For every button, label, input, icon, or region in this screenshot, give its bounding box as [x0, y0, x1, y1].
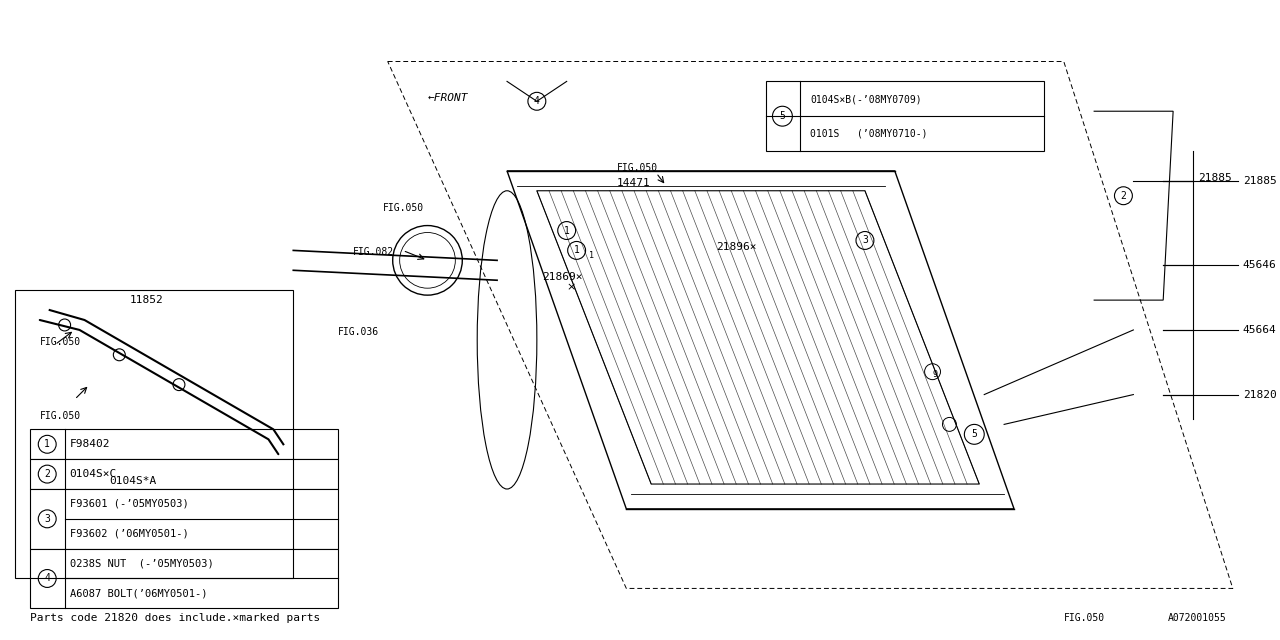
Text: F98402: F98402 — [69, 439, 110, 449]
Text: FIG.050: FIG.050 — [617, 163, 658, 173]
Text: 0238S NUT  (-’05MY0503): 0238S NUT (-’05MY0503) — [69, 559, 214, 568]
Text: Parts code 21820 does include.×marked parts: Parts code 21820 does include.×marked pa… — [29, 613, 320, 623]
Text: ×: × — [567, 282, 576, 292]
Text: 45664: 45664 — [1243, 325, 1276, 335]
Text: 1: 1 — [573, 245, 580, 255]
Text: 5: 5 — [972, 429, 977, 439]
Text: 21885: 21885 — [1198, 173, 1231, 183]
Text: 3: 3 — [45, 514, 50, 524]
Text: 2: 2 — [1120, 191, 1126, 201]
Bar — [29, 489, 338, 548]
Bar — [29, 548, 338, 608]
Text: 21869×: 21869× — [541, 272, 582, 282]
Text: 2: 2 — [45, 469, 50, 479]
Text: 45646: 45646 — [1243, 260, 1276, 270]
Text: 21885: 21885 — [1243, 176, 1276, 186]
Text: 9: 9 — [932, 370, 937, 379]
Polygon shape — [536, 191, 979, 484]
Text: 5: 5 — [780, 111, 786, 121]
Text: A072001055: A072001055 — [1169, 613, 1228, 623]
Text: 0104S×C: 0104S×C — [69, 469, 116, 479]
Text: 1: 1 — [45, 439, 50, 449]
Text: FIG.050: FIG.050 — [40, 412, 81, 421]
Text: A6087 BOLT(’06MY0501-): A6087 BOLT(’06MY0501-) — [69, 588, 207, 598]
Text: F93601 (-’05MY0503): F93601 (-’05MY0503) — [69, 499, 188, 509]
Text: 14471: 14471 — [617, 178, 650, 188]
Text: 1: 1 — [589, 251, 594, 260]
Bar — [29, 429, 338, 459]
Text: 21896×: 21896× — [716, 243, 756, 252]
Text: 4: 4 — [534, 96, 540, 106]
Text: FIG.050: FIG.050 — [383, 203, 424, 212]
Bar — [765, 81, 1044, 151]
Text: FIG.050: FIG.050 — [40, 337, 81, 347]
Text: 11852: 11852 — [129, 295, 163, 305]
Text: 3: 3 — [861, 236, 868, 246]
Text: 0101S   (’08MY0710-): 0101S (’08MY0710-) — [810, 128, 928, 138]
Text: FIG.036: FIG.036 — [338, 327, 379, 337]
Text: 0104S×B(-’08MY0709): 0104S×B(-’08MY0709) — [810, 94, 922, 104]
Text: 1: 1 — [563, 225, 570, 236]
Bar — [29, 459, 338, 489]
Text: 0104S*A: 0104S*A — [109, 476, 156, 486]
Text: FIG.050: FIG.050 — [1064, 613, 1105, 623]
Text: 4: 4 — [45, 573, 50, 584]
Text: 21820: 21820 — [1243, 390, 1276, 399]
Text: FIG.082: FIG.082 — [353, 248, 394, 257]
Text: F93602 (’06MY0501-): F93602 (’06MY0501-) — [69, 529, 188, 539]
Text: ←FRONT: ←FRONT — [428, 93, 468, 103]
